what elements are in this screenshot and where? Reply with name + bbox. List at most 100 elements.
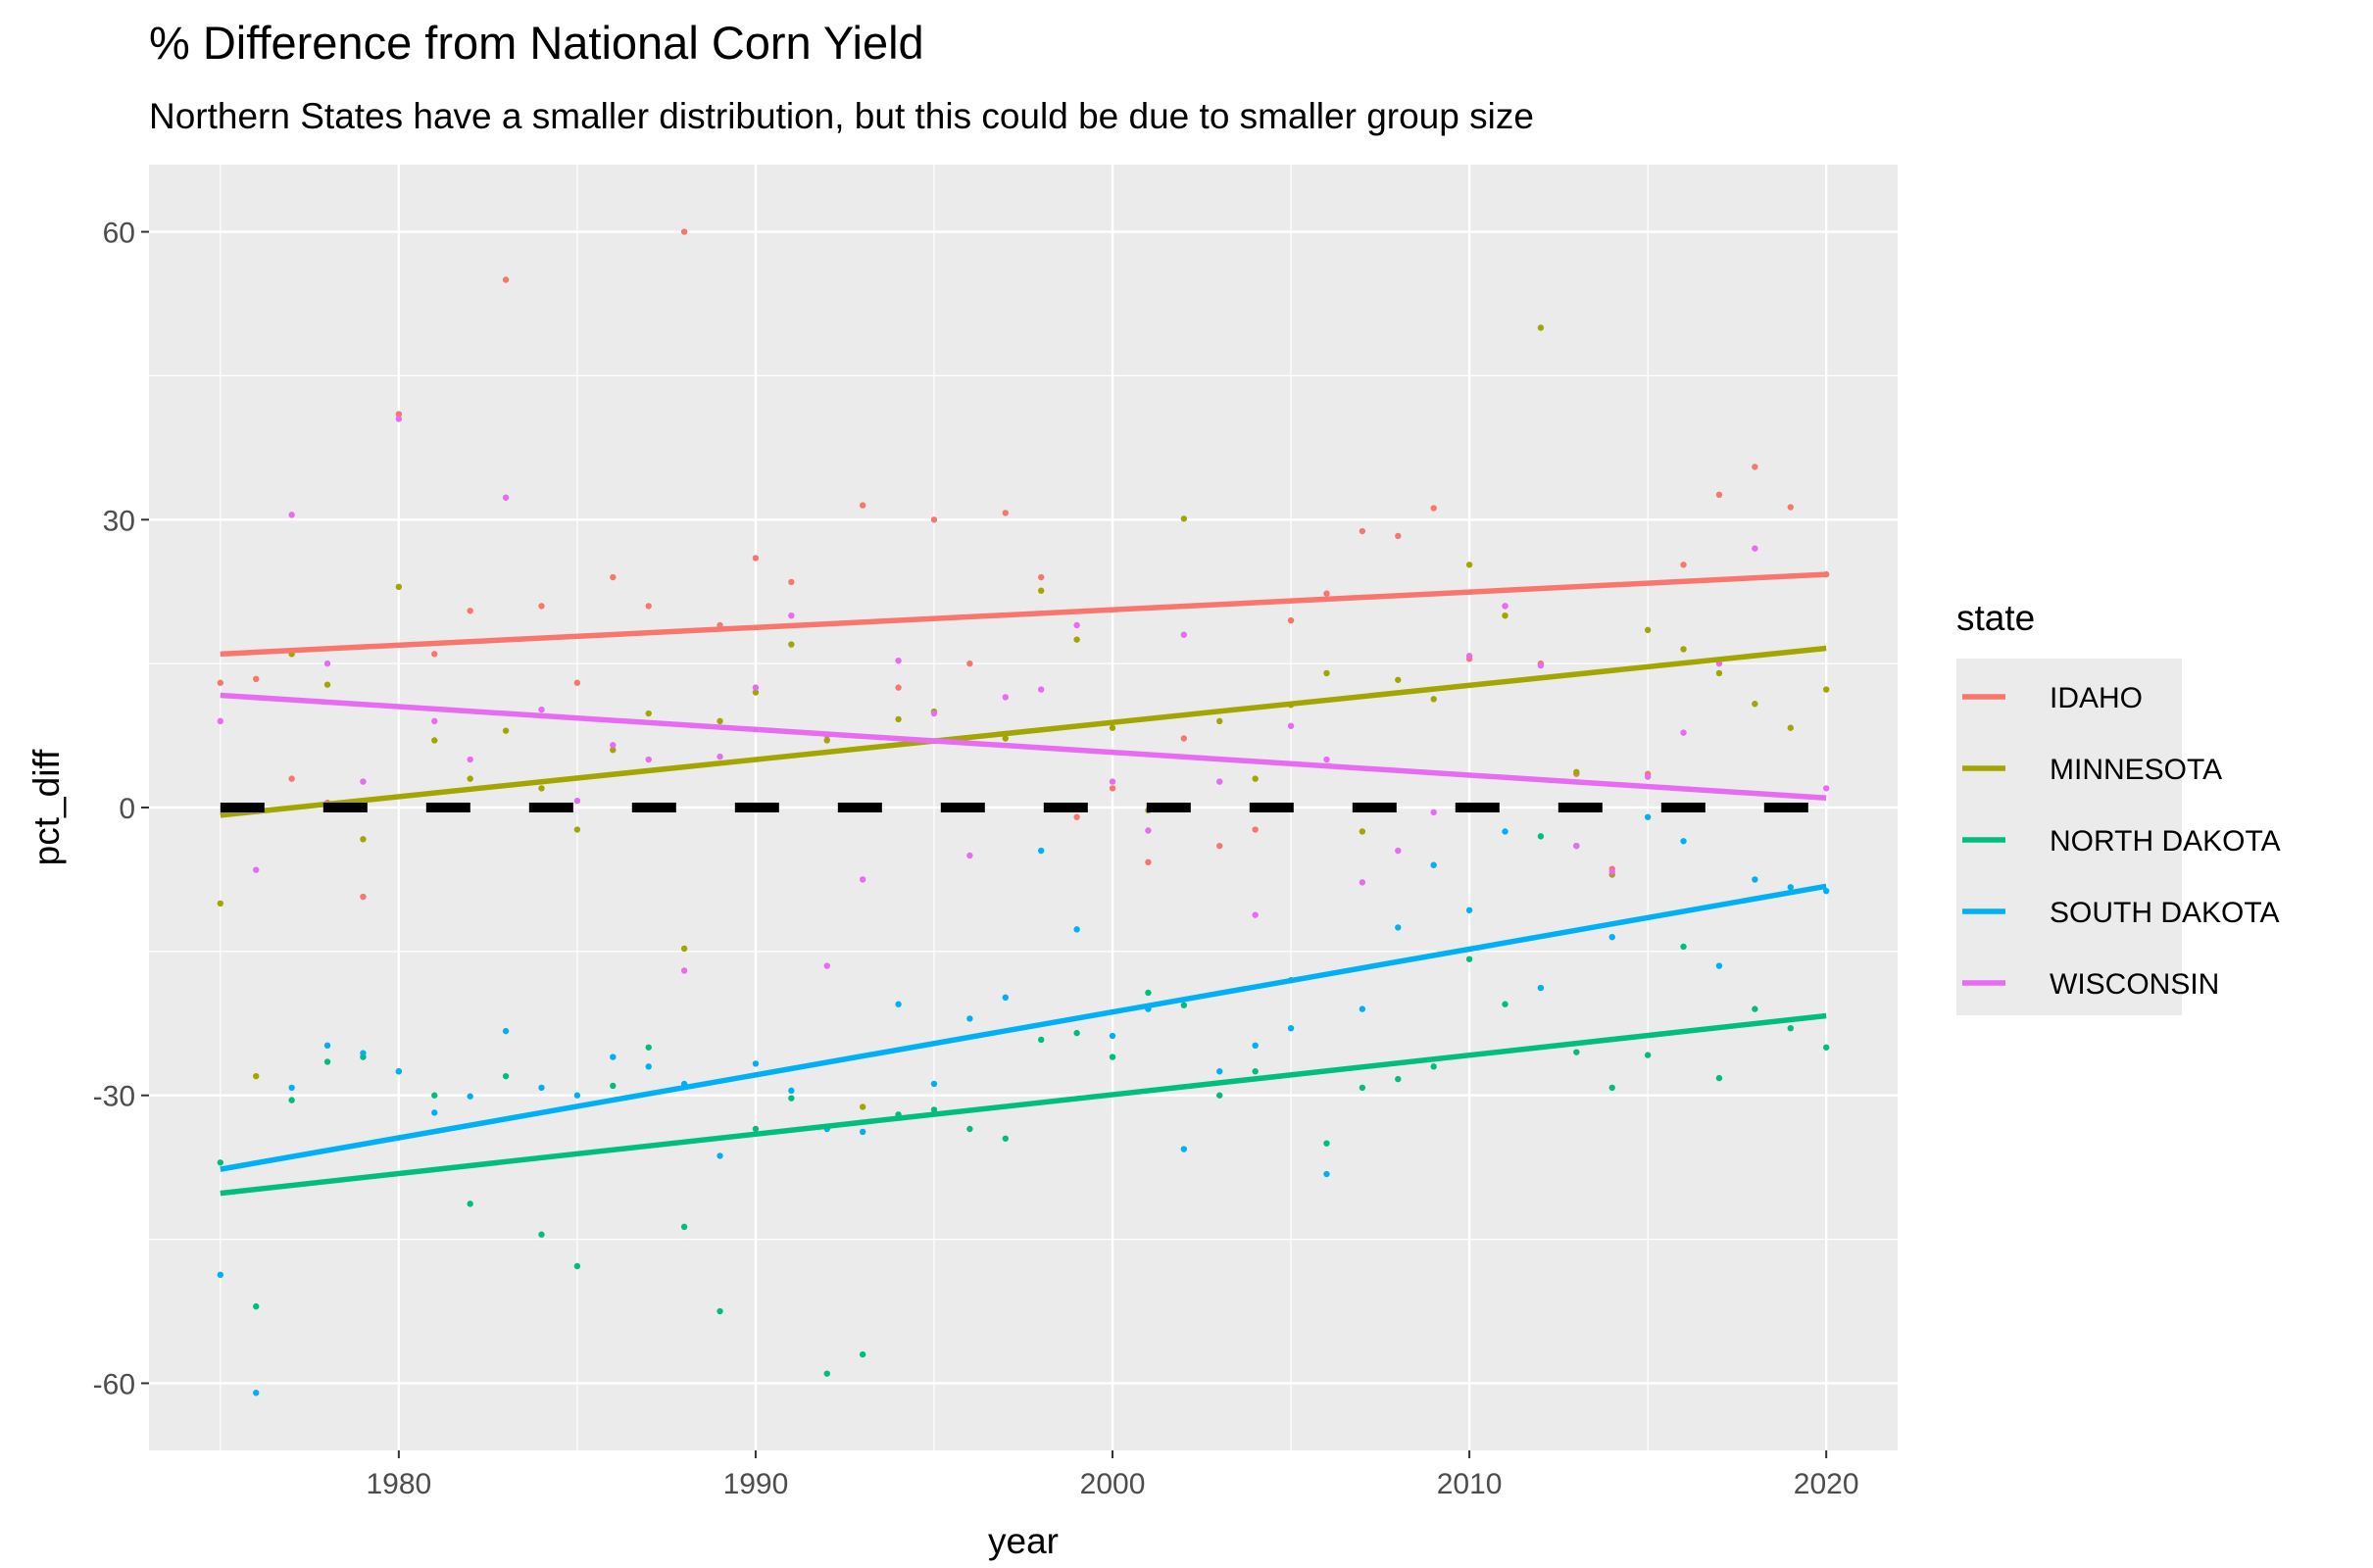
data-point xyxy=(717,753,723,760)
data-point xyxy=(467,1200,473,1207)
data-point xyxy=(1752,876,1758,883)
data-point xyxy=(1287,1024,1295,1032)
data-point xyxy=(788,578,795,586)
data-point xyxy=(1359,879,1366,886)
data-point xyxy=(1109,785,1116,792)
points-layer xyxy=(217,228,1830,1396)
data-point xyxy=(1822,785,1830,792)
data-point xyxy=(1465,562,1473,568)
data-point xyxy=(788,1095,795,1102)
data-point xyxy=(1359,1084,1366,1092)
data-point xyxy=(895,657,902,664)
trend-layer xyxy=(220,571,1827,1197)
data-point xyxy=(1502,828,1508,835)
data-point xyxy=(1038,573,1045,581)
data-point xyxy=(1502,603,1508,610)
data-point xyxy=(752,684,760,691)
x-tick-label: 2020 xyxy=(1794,1468,1859,1500)
data-point xyxy=(1680,562,1687,568)
data-point xyxy=(1038,587,1045,594)
data-point xyxy=(1787,1024,1794,1032)
data-point xyxy=(859,1350,866,1358)
data-point xyxy=(1359,828,1366,835)
data-point xyxy=(395,416,403,422)
data-point xyxy=(1430,1063,1437,1070)
data-point xyxy=(1109,778,1116,785)
y-tick-label: 0 xyxy=(119,793,135,825)
data-point xyxy=(1038,686,1045,693)
data-point xyxy=(502,1072,510,1080)
data-point xyxy=(1573,842,1580,850)
data-point xyxy=(431,1092,438,1099)
data-point xyxy=(1073,813,1080,820)
data-point xyxy=(680,967,688,974)
data-point xyxy=(1287,616,1295,624)
data-point xyxy=(1465,906,1473,913)
data-point xyxy=(895,715,902,723)
data-point xyxy=(823,737,830,744)
legend-item-label: IDAHO xyxy=(2050,682,2143,714)
data-point xyxy=(1752,701,1758,708)
data-point xyxy=(823,962,830,969)
data-point xyxy=(1109,1032,1116,1040)
data-point xyxy=(1395,676,1402,683)
data-point xyxy=(1323,1170,1330,1178)
data-point xyxy=(1038,847,1045,855)
data-point xyxy=(360,778,367,785)
data-point xyxy=(253,866,260,873)
data-point xyxy=(966,1125,973,1133)
x-tick-label: 2010 xyxy=(1437,1468,1503,1500)
data-point xyxy=(395,583,403,591)
data-point xyxy=(1395,847,1402,855)
legend-item-label: SOUTH DAKOTA xyxy=(2050,897,2279,929)
data-point xyxy=(1216,717,1223,725)
data-point xyxy=(217,900,224,907)
data-point xyxy=(502,494,510,501)
data-point xyxy=(1323,1140,1330,1147)
data-point xyxy=(1073,1029,1080,1037)
data-point xyxy=(1145,989,1152,997)
data-point xyxy=(323,1058,331,1065)
data-point xyxy=(502,727,510,734)
data-point xyxy=(323,660,331,667)
y-axis-title: pct_diff xyxy=(26,749,67,865)
data-point xyxy=(680,228,688,235)
data-point xyxy=(1787,724,1794,731)
data-point xyxy=(395,411,403,417)
data-point xyxy=(253,1302,260,1310)
data-point xyxy=(1644,773,1652,780)
data-point xyxy=(1395,532,1402,540)
data-point xyxy=(859,1128,866,1136)
data-point xyxy=(1323,590,1330,597)
x-tick-label: 2000 xyxy=(1080,1468,1146,1500)
data-point xyxy=(895,1001,902,1007)
data-point xyxy=(1680,646,1687,653)
data-point xyxy=(930,516,938,523)
data-point xyxy=(502,276,510,283)
data-point xyxy=(788,1087,795,1095)
data-point xyxy=(431,717,438,725)
data-point xyxy=(1680,729,1687,736)
data-point xyxy=(645,1063,652,1070)
data-point xyxy=(323,681,331,688)
data-point xyxy=(1752,1005,1758,1012)
chart-title: % Difference from National Corn Yield xyxy=(149,17,924,69)
data-point xyxy=(467,775,473,782)
data-point xyxy=(1180,631,1188,638)
data-point xyxy=(752,555,760,562)
data-point xyxy=(645,603,652,610)
trend-line xyxy=(220,883,1827,1172)
data-point xyxy=(1252,775,1259,782)
data-point xyxy=(1109,1054,1116,1060)
trend-line xyxy=(220,692,1827,801)
data-point xyxy=(1465,956,1473,962)
trend-line xyxy=(220,645,1827,818)
data-point xyxy=(1180,1002,1188,1008)
data-point xyxy=(1680,838,1687,845)
data-point xyxy=(1715,962,1723,969)
data-point xyxy=(1073,621,1080,629)
data-point xyxy=(1502,1001,1508,1007)
data-point xyxy=(1252,911,1259,918)
data-point xyxy=(680,1223,688,1231)
